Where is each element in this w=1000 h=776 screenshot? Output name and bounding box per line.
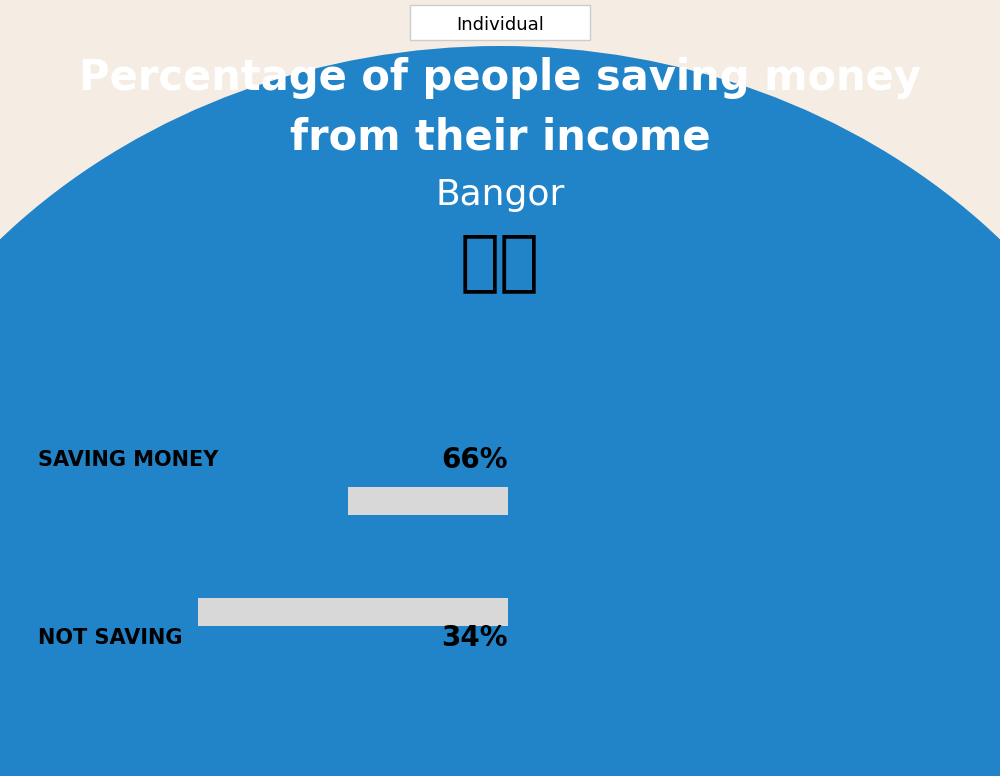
Text: SAVING MONEY: SAVING MONEY <box>38 450 218 470</box>
Text: 🇬🇧: 🇬🇧 <box>460 229 540 295</box>
FancyBboxPatch shape <box>38 487 508 515</box>
FancyBboxPatch shape <box>410 5 590 40</box>
Text: NOT SAVING: NOT SAVING <box>38 628 182 648</box>
Text: 34%: 34% <box>442 624 508 652</box>
FancyBboxPatch shape <box>38 598 198 626</box>
Text: 66%: 66% <box>442 446 508 474</box>
FancyBboxPatch shape <box>38 598 508 626</box>
Text: Bangor: Bangor <box>435 178 565 212</box>
FancyBboxPatch shape <box>38 487 348 515</box>
Text: Individual: Individual <box>456 16 544 34</box>
Ellipse shape <box>0 46 1000 776</box>
Text: Percentage of people saving money: Percentage of people saving money <box>79 57 921 99</box>
Text: from their income: from their income <box>290 117 710 159</box>
